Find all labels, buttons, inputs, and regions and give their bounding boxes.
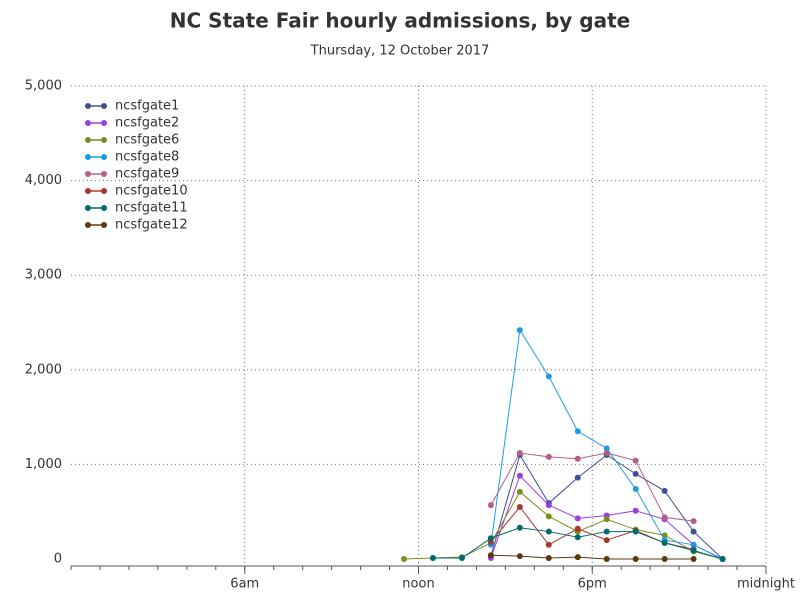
data-point: [690, 541, 697, 548]
legend-marker: [85, 154, 91, 160]
data-point: [545, 555, 552, 562]
legend-label: ncsfgate12: [115, 218, 188, 233]
data-point: [690, 547, 697, 554]
legend-marker: [85, 120, 91, 126]
series-line: [404, 491, 723, 560]
data-point: [545, 513, 552, 520]
legend-marker: [101, 120, 107, 126]
data-point: [603, 537, 610, 544]
legend-marker: [85, 171, 91, 177]
data-point: [574, 455, 581, 462]
y-tick-label: 3,000: [25, 268, 62, 283]
data-point: [632, 556, 639, 562]
x-tick-label: noon: [402, 577, 434, 592]
legend-label: ncsfgate11: [115, 201, 188, 216]
data-point: [719, 556, 726, 562]
chart-title: NC State Fair hourly admissions, by gate: [170, 9, 630, 33]
legend-marker: [85, 222, 91, 228]
data-point: [516, 553, 523, 560]
data-point: [545, 502, 552, 509]
data-point: [632, 485, 639, 492]
legend-label: ncsfgate8: [115, 150, 179, 165]
data-point: [545, 541, 552, 548]
data-point: [632, 528, 639, 535]
data-point: [516, 488, 523, 495]
data-point: [458, 555, 465, 562]
data-point: [545, 528, 552, 535]
data-point: [574, 474, 581, 481]
legend-marker: [101, 154, 107, 160]
data-point: [429, 555, 436, 562]
data-point: [603, 528, 610, 535]
legend-marker: [85, 103, 91, 109]
data-point: [690, 556, 697, 562]
data-point: [401, 556, 408, 562]
legend-marker: [101, 222, 107, 228]
data-point: [516, 450, 523, 457]
legend-marker: [101, 171, 107, 177]
legend-marker: [101, 205, 107, 211]
legend-marker: [101, 103, 107, 109]
legend-label: ncsfgate6: [115, 133, 179, 148]
data-point: [661, 487, 668, 494]
data-point: [516, 503, 523, 510]
data-point: [545, 373, 552, 380]
series-line: [490, 554, 694, 560]
y-tick-label: 0: [54, 552, 62, 567]
x-tick-label: 6am: [230, 577, 259, 592]
data-point: [603, 450, 610, 457]
x-tick-label: midnight: [737, 577, 795, 592]
data-point: [516, 327, 523, 334]
data-point: [487, 535, 494, 542]
legend-marker: [85, 137, 91, 143]
data-point: [487, 552, 494, 559]
legend-marker: [85, 188, 91, 194]
chart-subtitle: Thursday, 12 October 2017: [310, 44, 490, 59]
legend-label: ncsfgate2: [115, 116, 179, 131]
data-point: [516, 472, 523, 479]
series-line: [490, 328, 723, 560]
legend-marker: [101, 188, 107, 194]
data-point: [690, 528, 697, 535]
x-tick-label: 6pm: [578, 577, 607, 592]
data-point: [661, 539, 668, 546]
data-point: [487, 502, 494, 509]
data-point: [632, 507, 639, 514]
legend-label: ncsfgate10: [115, 184, 188, 199]
data-point: [603, 516, 610, 523]
y-tick-label: 1,000: [25, 457, 62, 472]
data-point: [603, 445, 610, 452]
data-point: [574, 515, 581, 522]
data-point: [545, 453, 552, 460]
data-point: [661, 514, 668, 521]
data-point: [632, 470, 639, 477]
y-tick-label: 2,000: [25, 362, 62, 377]
legend-label: ncsfgate1: [115, 99, 179, 114]
data-point: [574, 525, 581, 532]
data-point: [574, 534, 581, 541]
data-point: [632, 457, 639, 464]
y-tick-label: 5,000: [25, 79, 62, 94]
data-point: [690, 518, 697, 525]
y-tick-label: 4,000: [25, 173, 62, 188]
legend-label: ncsfgate9: [115, 167, 179, 182]
legend-marker: [85, 205, 91, 211]
legend-marker: [101, 137, 107, 143]
data-point: [661, 556, 668, 562]
data-point: [574, 554, 581, 561]
series-line: [490, 452, 694, 522]
data-point: [574, 428, 581, 435]
data-point: [516, 524, 523, 531]
data-point: [603, 556, 610, 562]
